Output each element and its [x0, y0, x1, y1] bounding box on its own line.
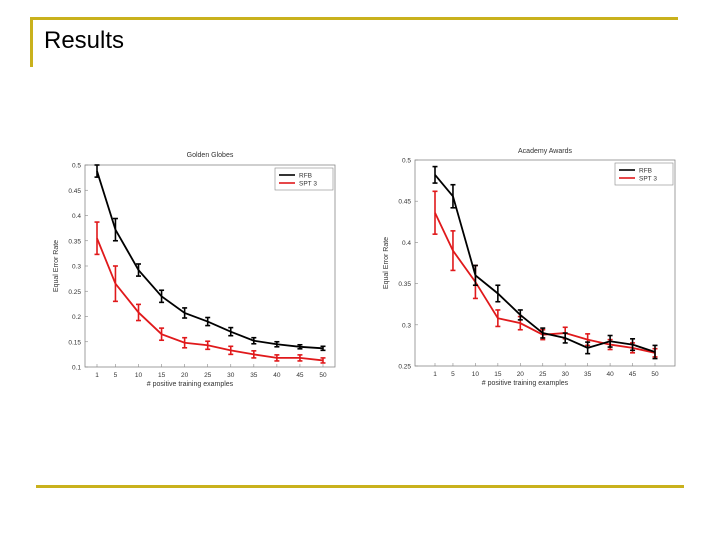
- chart-0-legend-label: RFB: [299, 173, 312, 180]
- chart-0-ytick-label: 0.25: [68, 289, 81, 296]
- chart-1-xtick-label: 10: [472, 371, 480, 378]
- chart-1-legend-label: SPT 3: [639, 176, 657, 183]
- chart-0-ytick-label: 0.1: [72, 365, 81, 372]
- chart-0-xtick-label: 15: [158, 372, 166, 379]
- chart-0-xtick-label: 45: [296, 372, 304, 379]
- chart-0-xtick-label: 25: [204, 372, 212, 379]
- chart-0-ytick-label: 0.2: [72, 314, 81, 321]
- left-rule: [30, 17, 33, 67]
- chart-0-ytick-label: 0.35: [68, 238, 81, 245]
- chart-1-ylabel: Equal Error Rate: [383, 237, 390, 289]
- chart-0-ytick-label: 0.15: [68, 339, 81, 346]
- chart-1-xtick-label: 30: [562, 371, 570, 378]
- chart-0-ytick-label: 0.45: [68, 188, 81, 195]
- chart-0-series-rfb-line: [96, 170, 324, 350]
- bottom-rule: [36, 485, 684, 488]
- chart-0-axes-box: [84, 164, 336, 368]
- chart-1-xtick-label: 20: [517, 371, 525, 378]
- golden-globes-chart: Golden Globes 0.1 0.15 0.2 0.25 0.3 0.35 0.4 0.4…: [53, 152, 336, 388]
- top-rule: [30, 17, 678, 20]
- chart-1-ytick-label: 0.3: [402, 322, 411, 329]
- chart-0-xtick-label: 50: [319, 372, 327, 379]
- chart-0-xtick-label: 1: [95, 372, 99, 379]
- chart-1-series-spt-3-line: [434, 212, 656, 354]
- chart-1-xtick-label: 1: [433, 371, 437, 378]
- chart-0-ytick-label: 0.4: [72, 213, 81, 220]
- chart-1-series-rfb-line: [434, 174, 656, 353]
- chart-1-title: Academy Awards: [518, 148, 572, 155]
- chart-0-legend: [274, 167, 334, 191]
- chart-0-xtick-label: 10: [135, 372, 143, 379]
- chart-1-xtick-label: 35: [584, 371, 592, 378]
- slide-title: Results: [44, 27, 125, 54]
- chart-1-xtick-label: 15: [494, 371, 502, 378]
- chart-0-title: Golden Globes: [187, 152, 234, 159]
- chart-1-ytick-label: 0.4: [402, 240, 411, 247]
- chart-0-xtick-label: 5: [114, 372, 118, 379]
- chart-1-xlabel: # positive training examples: [482, 380, 569, 387]
- chart-0-xtick-label: 20: [181, 372, 189, 379]
- chart-1-legend: [614, 162, 674, 186]
- chart-0-xtick-label: 30: [227, 372, 235, 379]
- chart-1-ytick-label: 0.25: [398, 364, 411, 371]
- chart-1-xtick-label: 45: [629, 371, 637, 378]
- chart-1-ytick-label: 0.45: [398, 199, 411, 206]
- chart-0-ytick-label: 0.3: [72, 264, 81, 271]
- chart-1-xtick-label: 5: [451, 371, 455, 378]
- chart-0-xtick-label: 40: [273, 372, 281, 379]
- chart-0-xtick-label: 35: [250, 372, 258, 379]
- chart-1-xtick-label: 25: [539, 371, 547, 378]
- chart-1-xtick-label: 50: [651, 371, 659, 378]
- chart-1-ytick-label: 0.35: [398, 281, 411, 288]
- chart-1-ytick-label: 0.5: [402, 158, 411, 165]
- chart-0-ylabel: Equal Error Rate: [53, 240, 60, 292]
- chart-1-xtick-label: 40: [606, 371, 614, 378]
- chart-1-axes-box: [414, 159, 676, 367]
- chart-0-ytick-label: 0.5: [72, 163, 81, 170]
- chart-1-legend-label: RFB: [639, 168, 652, 175]
- chart-0-xlabel: # positive training examples: [147, 381, 234, 388]
- chart-0-legend-label: SPT 3: [299, 181, 317, 188]
